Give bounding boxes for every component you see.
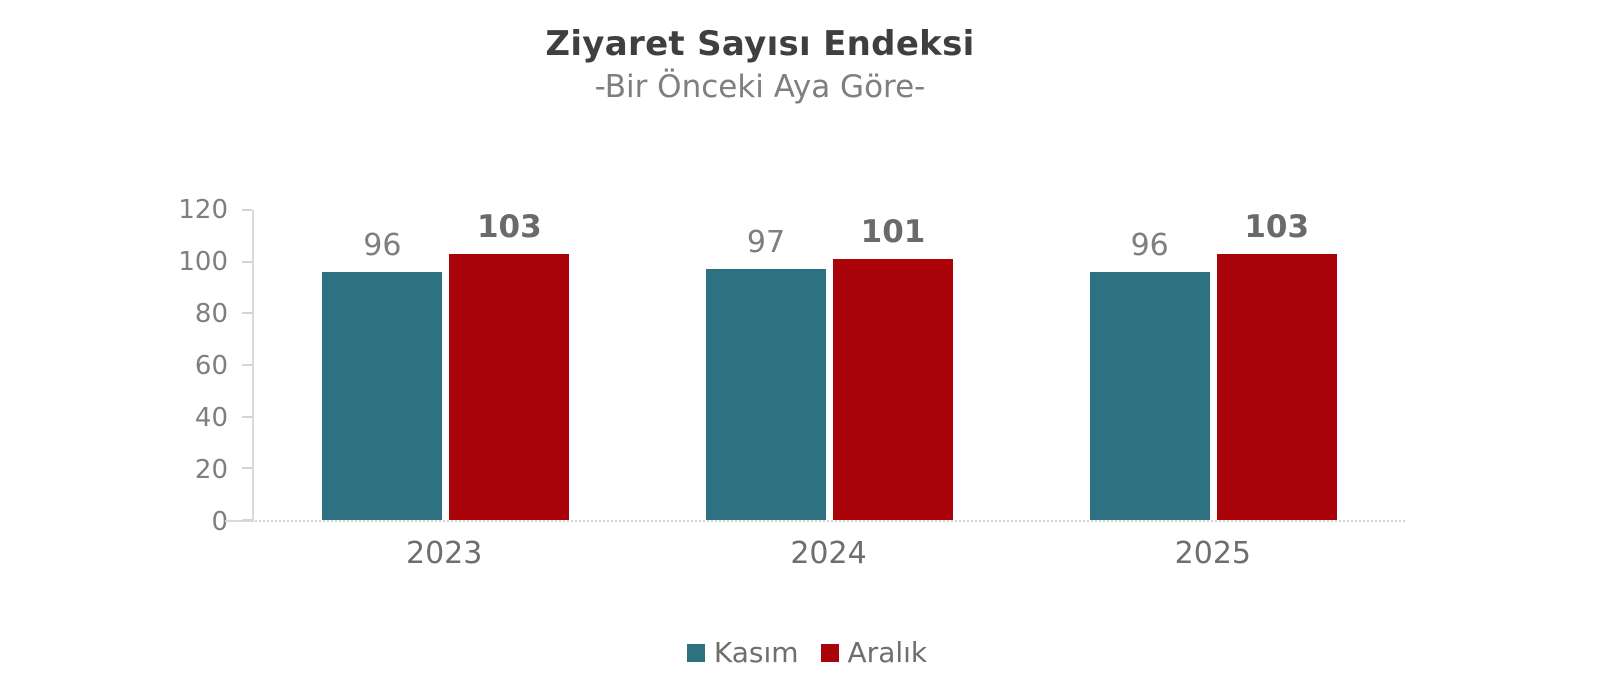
y-axis-tick-mark	[242, 415, 252, 418]
x-axis-label-2023: 2023	[405, 536, 483, 571]
value-label-aralik-2023: 103	[476, 209, 542, 245]
value-label-aralik-2025: 103	[1244, 209, 1310, 245]
chart-header: Ziyaret Sayısı Endeksi -Bir Önceki Aya G…	[0, 24, 1520, 105]
legend: Kasım Aralık	[252, 636, 1362, 669]
bar-column-aralik-2023: 103	[449, 209, 570, 520]
bar-groups: 96 103 97 101	[254, 210, 1405, 520]
bar-group-2023: 96 103	[254, 210, 638, 520]
aralik-series-swatch-icon	[820, 643, 839, 662]
y-axis-tick-mark	[242, 312, 252, 315]
y-axis: 120 100 80 60 40 20 0	[120, 195, 228, 537]
bar-column-kasim-2024: 97	[706, 210, 826, 520]
value-label-kasim-2023: 96	[363, 228, 402, 263]
y-axis-tick-label: 40	[194, 403, 228, 433]
legend-label-kasim: Kasım	[713, 636, 799, 669]
y-axis-tick-mark	[242, 209, 252, 211]
y-axis-tick-mark	[242, 467, 252, 470]
bar-aralik-2024	[833, 259, 953, 520]
x-axis-label-2025: 2025	[1174, 536, 1251, 571]
bar-kasim-2024	[706, 269, 826, 520]
bar-aralik-2023	[449, 254, 570, 520]
kasim-series-swatch-icon	[686, 643, 705, 662]
bar-column-aralik-2024: 101	[833, 210, 953, 520]
legend-item-kasim: Kasım	[686, 636, 799, 669]
bar-group-2024: 97 101	[638, 210, 1022, 520]
legend-item-aralik: Aralık	[820, 636, 928, 669]
x-axis-label-2024: 2024	[790, 536, 867, 571]
y-axis-tick-label: 80	[194, 299, 228, 329]
y-axis-tick-label: 120	[178, 195, 228, 225]
legend-label-aralik: Aralık	[847, 636, 928, 669]
chart-title: Ziyaret Sayısı Endeksi	[545, 24, 975, 64]
bar-group-2025: 96 103	[1021, 210, 1405, 520]
bar-column-kasim-2025: 96	[1089, 210, 1210, 520]
x-axis: 2023 2024 2025	[252, 536, 1405, 571]
y-axis-tick-mark	[242, 519, 252, 521]
bar-kasim-2025	[1089, 272, 1210, 520]
y-axis-tick-mark	[242, 364, 252, 366]
value-label-aralik-2024: 101	[860, 214, 926, 250]
bar-kasim-2023	[322, 272, 443, 520]
value-label-kasim-2025: 96	[1130, 228, 1169, 263]
value-label-kasim-2024: 97	[746, 225, 786, 261]
bar-column-aralik-2025: 103	[1216, 209, 1337, 520]
y-axis-tick-label: 0	[211, 507, 228, 537]
y-axis-tick-label: 100	[178, 247, 228, 277]
chart-subtitle: -Bir Önceki Aya Göre-	[594, 69, 926, 105]
y-axis-tick-label: 60	[194, 351, 228, 381]
y-axis-tick-label: 20	[194, 455, 228, 485]
bar-column-kasim-2023: 96	[322, 210, 443, 520]
y-axis-tick-mark	[242, 260, 252, 263]
bar-aralik-2025	[1216, 254, 1337, 520]
plot-area: 96 103 97 101	[225, 209, 1405, 522]
